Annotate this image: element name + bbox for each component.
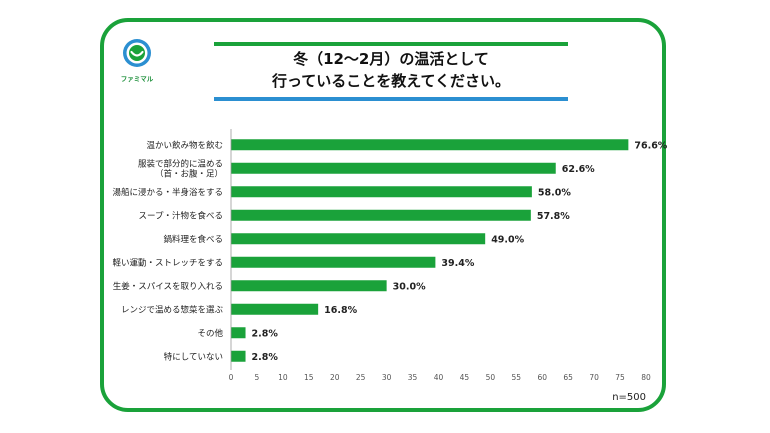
title-rule-top (214, 42, 568, 46)
x-tick-label-5: 25 (356, 373, 366, 382)
title-line-1: 冬（12〜2月）の温活として (293, 50, 489, 68)
x-tick-label-6: 30 (382, 373, 392, 382)
bar-5 (231, 256, 436, 268)
value-label-2: 58.0% (538, 187, 571, 198)
x-tick-label-14: 70 (589, 373, 599, 382)
value-label-4: 49.0% (491, 234, 524, 245)
category-label-2: 湯船に浸かる・半身浴をする (112, 187, 223, 198)
bar-2 (231, 186, 532, 198)
bar-4 (231, 233, 486, 245)
x-tick-label-16: 80 (641, 373, 651, 382)
category-label-3: スープ・汁物を食べる (139, 210, 224, 221)
category-label-line: その他 (197, 328, 223, 339)
brand-logo: ファミマル (120, 38, 154, 83)
value-label-3: 57.8% (537, 211, 570, 222)
x-tick-label-1: 5 (255, 373, 260, 382)
bar-7 (231, 303, 319, 315)
value-label-5: 39.4% (441, 258, 474, 269)
bar-1 (231, 162, 556, 174)
category-label-4: 鍋料理を食べる (163, 234, 223, 245)
bar-6 (231, 280, 387, 292)
x-tick-label-8: 40 (434, 373, 444, 382)
x-tick-label-11: 55 (512, 373, 522, 382)
category-label-6: 生姜・スパイスを取り入れる (113, 281, 223, 292)
sample-size-label: n=500 (612, 392, 646, 403)
bar-0 (231, 139, 629, 151)
x-tick-label-0: 0 (229, 373, 234, 382)
x-tick-label-12: 60 (537, 373, 547, 382)
x-tick-label-7: 35 (408, 373, 418, 382)
value-label-6: 30.0% (393, 281, 426, 292)
x-tick-label-15: 75 (615, 373, 625, 382)
x-tick-label-4: 20 (330, 373, 340, 382)
smile-face-icon (123, 39, 151, 67)
x-tick-label-9: 45 (460, 373, 470, 382)
category-label-line: （首・お腹・足） (155, 168, 223, 179)
value-label-9: 2.8% (252, 352, 279, 363)
title-line-2: 行っていることを教えてください。 (271, 72, 511, 90)
title-rule-bottom (214, 97, 568, 101)
bar-3 (231, 209, 531, 221)
category-label-0: 温かい飲み物を飲む (146, 140, 223, 151)
value-label-8: 2.8% (252, 328, 279, 339)
x-tick-label-2: 10 (278, 373, 288, 382)
brand-name: ファミマル (120, 75, 154, 83)
category-label-line: 湯船に浸かる・半身浴をする (112, 187, 223, 198)
category-label-5: 軽い運動・ストレッチをする (112, 257, 223, 268)
category-label-line: 鍋料理を食べる (163, 234, 223, 245)
x-tick-label-3: 15 (304, 373, 314, 382)
category-label-line: 特にしていない (164, 351, 223, 362)
category-label-line: 軽い運動・ストレッチをする (112, 257, 223, 268)
value-label-1: 62.6% (562, 164, 595, 175)
x-tick-label-13: 65 (563, 373, 573, 382)
category-label-8: その他 (197, 328, 223, 339)
category-label-1: 服装で部分的に温める（首・お腹・足） (138, 158, 223, 179)
category-label-line: レンジで温める惣菜を選ぶ (121, 304, 224, 315)
category-label-line: 温かい飲み物を飲む (146, 140, 223, 151)
bar-9 (231, 350, 246, 362)
x-tick-label-10: 50 (486, 373, 496, 382)
bar-8 (231, 327, 246, 339)
value-label-7: 16.8% (324, 305, 357, 316)
category-label-line: 生姜・スパイスを取り入れる (113, 281, 223, 292)
category-label-line: スープ・汁物を食べる (139, 210, 224, 221)
value-label-0: 76.6% (634, 140, 667, 151)
category-label-7: レンジで温める惣菜を選ぶ (121, 304, 224, 315)
category-label-9: 特にしていない (164, 351, 223, 362)
category-label-line: 服装で部分的に温める (138, 158, 223, 169)
chart-title: 冬（12〜2月）の温活として 行っていることを教えてください。 (214, 48, 568, 92)
